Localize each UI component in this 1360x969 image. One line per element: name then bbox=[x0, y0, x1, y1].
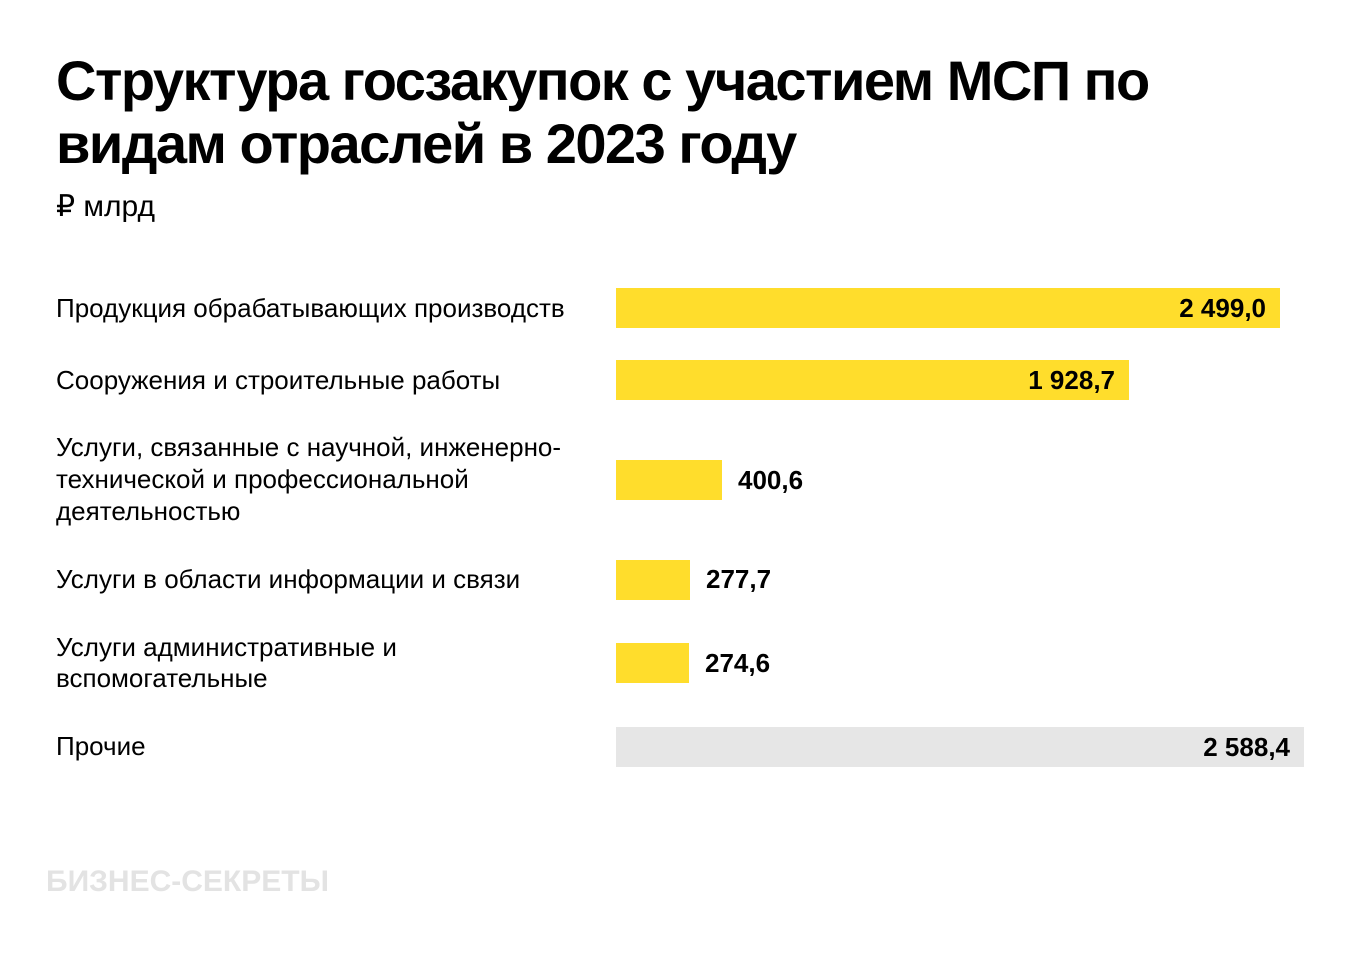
page: Структура госзакупок с участием МСП по в… bbox=[0, 0, 1360, 969]
chart-row: Услуги в области информации и связи 277,7 bbox=[56, 560, 1304, 600]
row-label: Услуги административные и вспомогательны… bbox=[56, 632, 616, 695]
bar-area: 277,7 bbox=[616, 560, 1304, 600]
bar-value: 2 499,0 bbox=[1179, 293, 1280, 324]
row-label: Сооружения и строительные работы bbox=[56, 365, 616, 397]
chart-row: Услуги административные и вспомогательны… bbox=[56, 632, 1304, 695]
bar bbox=[616, 460, 722, 500]
bar-area: 400,6 bbox=[616, 460, 1304, 500]
bar-chart: Продукция обрабатывающих производств 2 49… bbox=[56, 288, 1304, 767]
bar-value: 277,7 bbox=[706, 564, 771, 595]
bar-area: 274,6 bbox=[616, 643, 1304, 683]
bar-area: 2 499,0 bbox=[616, 288, 1304, 328]
chart-title: Структура госзакупок с участием МСП по в… bbox=[56, 50, 1304, 175]
footer-brand: БИЗНЕС-СЕКРЕТЫ bbox=[46, 865, 329, 899]
bar-value: 400,6 bbox=[738, 465, 803, 496]
chart-row: Сооружения и строительные работы 1 928,7 bbox=[56, 360, 1304, 400]
bar bbox=[616, 643, 689, 683]
row-label: Услуги, связанные с научной, инженерно-т… bbox=[56, 432, 616, 527]
chart-subtitle: ₽ млрд bbox=[56, 189, 1304, 224]
bar-area: 1 928,7 bbox=[616, 360, 1304, 400]
row-label: Прочие bbox=[56, 731, 616, 763]
bar: 2 499,0 bbox=[616, 288, 1280, 328]
bar-value: 1 928,7 bbox=[1028, 365, 1129, 396]
chart-row: Услуги, связанные с научной, инженерно-т… bbox=[56, 432, 1304, 527]
bar bbox=[616, 560, 690, 600]
bar: 2 588,4 bbox=[616, 727, 1304, 767]
chart-row: Продукция обрабатывающих производств 2 49… bbox=[56, 288, 1304, 328]
chart-row: Прочие 2 588,4 bbox=[56, 727, 1304, 767]
bar-value: 2 588,4 bbox=[1203, 732, 1304, 763]
bar-value: 274,6 bbox=[705, 648, 770, 679]
bar: 1 928,7 bbox=[616, 360, 1129, 400]
bar-area: 2 588,4 bbox=[616, 727, 1304, 767]
row-label: Услуги в области информации и связи bbox=[56, 564, 616, 596]
row-label: Продукция обрабатывающих производств bbox=[56, 293, 616, 325]
